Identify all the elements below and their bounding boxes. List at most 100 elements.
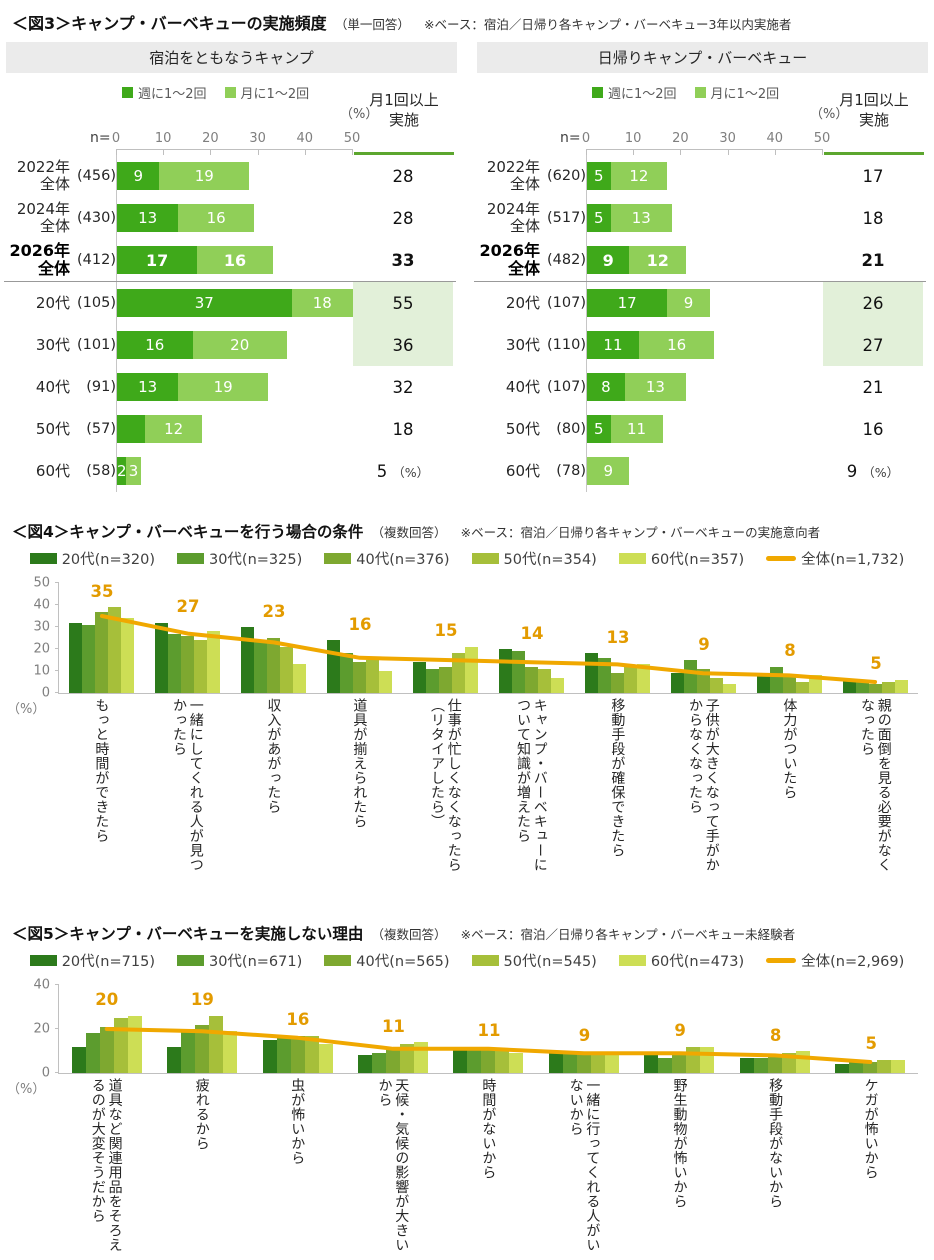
axis-tick-label: 30 xyxy=(719,131,736,146)
row-label-line: 全体 xyxy=(509,175,540,193)
row-label-line: 50代 xyxy=(35,419,70,438)
frequency-legend: 週に1〜2回 月に1〜2回 xyxy=(592,83,779,102)
y-tick xyxy=(55,604,59,605)
x-category: 天候・気候の影響が大きいから xyxy=(345,1078,441,1260)
axis-tick-label: 30 xyxy=(249,131,266,146)
total-value: 28 xyxy=(353,197,453,239)
age-bar xyxy=(413,662,427,693)
row-label: 2022年 全体 xyxy=(474,155,540,197)
total-value: 17 xyxy=(823,155,923,197)
age-bar xyxy=(636,664,650,693)
row-label: 30代 xyxy=(4,324,70,366)
row-plot: 16 20 xyxy=(116,324,354,366)
age-bar xyxy=(194,640,208,693)
bar-group xyxy=(536,985,631,1073)
legend-swatch xyxy=(618,955,646,966)
frequency-row: 50代 (80) 5 11 16 xyxy=(474,408,926,450)
legend-swatch xyxy=(618,553,646,564)
legend-label: 全体(n=1,732) xyxy=(801,552,905,568)
row-n-value: (91) xyxy=(86,379,116,395)
bar-segment-monthly: 3 xyxy=(126,457,141,485)
bar-segment-monthly: 18 xyxy=(291,289,353,317)
x-category-label: キャンプ・バーベキューについて知識が増えたら xyxy=(515,698,548,872)
y-tick xyxy=(55,582,59,583)
total-value: 5 （%） xyxy=(353,450,453,492)
x-category-label: 子供が大きくなって手がかからなくなったら xyxy=(687,698,720,872)
total-column-header: 月1回以上 実施 xyxy=(824,91,924,155)
legend-label: 50代(n=354) xyxy=(503,552,597,568)
total-value: 28 xyxy=(353,155,453,197)
legend-item: 20代(n=715) xyxy=(29,950,155,971)
row-n-value: (482) xyxy=(547,252,586,268)
bar-segment-monthly: 16 xyxy=(638,331,715,359)
age-bar xyxy=(795,682,809,693)
axis-tick xyxy=(586,150,587,155)
bar-group xyxy=(832,583,918,693)
age-bar xyxy=(379,671,393,693)
line-value-label: 35 xyxy=(90,581,114,601)
row-label-line: 全体 xyxy=(509,217,540,235)
legend-swatch xyxy=(324,955,352,966)
legend-label: 月に1〜2回 xyxy=(710,87,780,102)
x-category: キャンプ・バーベキューについて知識が増えたら xyxy=(488,698,574,888)
bar-segment-weekly: 5 xyxy=(587,415,611,443)
legend-item: 20代(n=320) xyxy=(29,548,155,569)
total-number: 28 xyxy=(392,208,414,228)
age-bar xyxy=(849,1062,864,1073)
line-value-label: 23 xyxy=(262,601,286,621)
bar-segment-weekly: 8 xyxy=(587,373,625,401)
age-bar xyxy=(576,1053,591,1073)
axis-tick xyxy=(163,150,165,155)
y-tick xyxy=(55,1028,59,1029)
total-value: 16 xyxy=(823,408,923,450)
bar-group xyxy=(250,985,345,1073)
row-label: 50代 xyxy=(474,408,540,450)
age-bar xyxy=(113,1018,128,1073)
age-bar xyxy=(318,1044,333,1073)
row-plot: 13 19 xyxy=(116,366,354,408)
frequency-row: 40代 (107) 8 13 21 xyxy=(474,366,926,408)
n-equals-label: n= xyxy=(560,130,581,146)
frequency-row: 2022年 全体 (456) 9 19 28 xyxy=(4,155,456,197)
bar-segment-weekly: 17 xyxy=(587,289,668,317)
legend-swatch xyxy=(29,553,57,564)
x-category: 子供が大きくなって手がかからなくなったら xyxy=(660,698,746,888)
bar-segment-monthly: 9 xyxy=(587,457,630,485)
age-bar xyxy=(709,677,723,693)
stacked-bar: 37 18 xyxy=(117,289,353,317)
x-category: 道具が揃えられたら xyxy=(316,698,402,888)
fig3-note: （単一回答） xyxy=(334,17,410,32)
stacked-bar: 11 16 xyxy=(587,331,715,359)
row-label-line: 2026年 xyxy=(479,241,540,261)
x-category: 道具など関連用品をそろえるのが大変そうだから xyxy=(58,1078,154,1260)
age-bar xyxy=(868,684,882,693)
x-category-label: 疲れるから xyxy=(193,1078,210,1151)
legend-swatch xyxy=(224,87,236,98)
x-category: 親の面倒を見る必要がなくなったら xyxy=(832,698,918,888)
x-category: 体力がついたら xyxy=(746,698,832,888)
age-bar xyxy=(877,1059,892,1073)
bar-segment-weekly: 37 xyxy=(117,289,292,317)
bar-segment-weekly: 5 xyxy=(587,162,611,190)
x-category: 収入があがったら xyxy=(230,698,316,888)
x-category: 時間がないから xyxy=(440,1078,536,1260)
row-n-value: (78) xyxy=(556,463,586,479)
fig4-chart: 0 10 20 30 40 50 35 27 23 16 15 14 13 9 8 5 （%） もっと時間ができた… xyxy=(0,577,934,888)
total-value: 36 xyxy=(353,324,453,366)
bar-segment-weekly: 13 xyxy=(117,204,179,232)
fig3-title: ＜図3＞キャンプ・バーベキューの実施頻度 （単一回答） ※ベース：宿泊／日帰り各… xyxy=(0,0,934,38)
row-plot: 5 13 xyxy=(586,197,824,239)
line-value-label: 20 xyxy=(95,990,119,1010)
row-plot: 5 12 xyxy=(586,155,824,197)
row-label-line: 全体 xyxy=(39,175,70,193)
y-tick-label: 30 xyxy=(33,619,50,635)
legend-label: 30代(n=671) xyxy=(208,954,303,970)
frequency-row: 2022年 全体 (620) 5 12 17 xyxy=(474,155,926,197)
total-value: 27 xyxy=(823,324,923,366)
total-value: 18 xyxy=(353,408,453,450)
age-bar xyxy=(108,607,122,693)
age-bar xyxy=(223,1031,238,1073)
line-value-label: 14 xyxy=(520,623,544,643)
row-label: 2026年 全体 xyxy=(4,239,70,281)
